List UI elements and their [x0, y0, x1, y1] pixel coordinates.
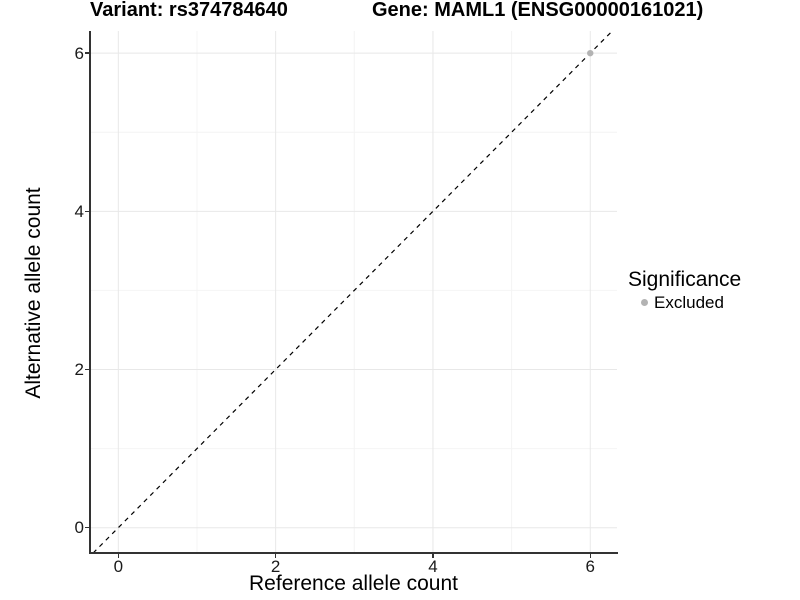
legend: Significance Excluded: [628, 268, 741, 312]
x-tick-mark: [274, 554, 277, 558]
x-tick-label: 6: [585, 557, 595, 576]
plot-panel: [90, 31, 617, 553]
plot-title-gene: Gene: MAML1 (ENSG00000161021): [372, 0, 704, 21]
data-point: [587, 49, 594, 57]
x-tick-mark: [432, 554, 434, 558]
plot-title-variant: Variant: rs374784640: [90, 0, 288, 21]
x-tick-mark: [117, 554, 120, 558]
x-axis-title: Reference allele count: [249, 572, 458, 595]
legend-item-label: Excluded: [654, 293, 724, 312]
x-axis-line: [89, 552, 618, 554]
plot-canvas: [90, 31, 617, 553]
legend-point-icon: [641, 299, 648, 306]
y-tick-mark: [85, 368, 89, 371]
y-tick-label: 6: [74, 43, 84, 63]
x-tick-mark: [589, 554, 591, 558]
x-tick-label: 4: [428, 557, 438, 576]
x-tick-label: 0: [113, 557, 124, 576]
y-tick-label: 2: [74, 360, 84, 379]
y-tick-label: 4: [74, 201, 84, 221]
y-tick-mark: [85, 526, 89, 529]
y-axis-line: [89, 31, 91, 554]
y-tick-label: 0: [74, 518, 84, 538]
legend-title: Significance: [628, 268, 742, 291]
y-tick-mark: [85, 52, 89, 54]
x-tick-label: 2: [270, 557, 281, 576]
identity-line: [92, 31, 613, 553]
y-tick-mark: [85, 210, 89, 213]
legend-item-excluded: Excluded: [628, 293, 741, 312]
